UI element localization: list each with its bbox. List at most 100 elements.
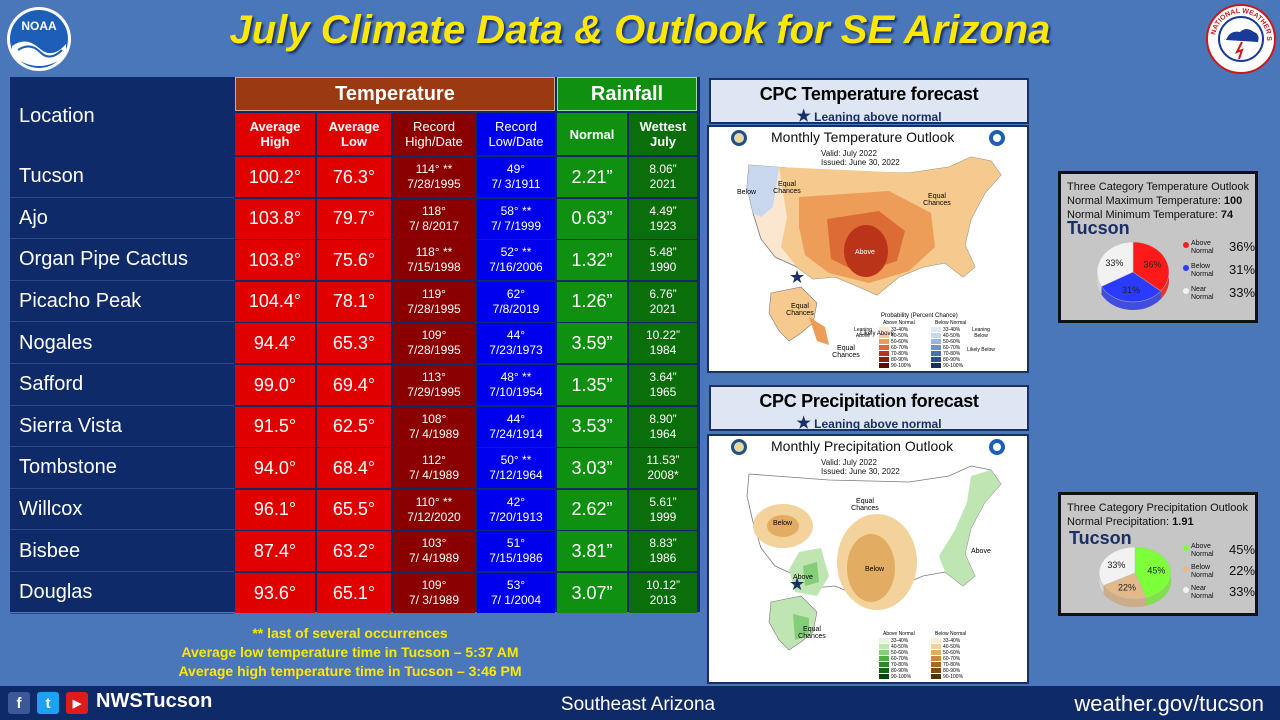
legend-label: Above Normal [1191, 543, 1214, 558]
legend-dot-icon [1183, 587, 1189, 593]
precip-outlook-pie: 45% 22% 33% [1098, 546, 1172, 607]
table-cell-normal: 2.21” [557, 157, 627, 198]
legend-percent: 70-80% [891, 662, 909, 668]
table-cell-avg-low: 62.5° [317, 406, 391, 447]
table-cell-rec-high: 119° 7/28/1995 [393, 281, 475, 322]
youtube-icon[interactable]: ▶ [66, 692, 88, 714]
footer-url[interactable]: weather.gov/tucson [1074, 691, 1264, 716]
table-cell-wettest: 8.83” 1986 [629, 531, 697, 572]
footnote-occurrences: ** last of several occurrences [252, 625, 448, 641]
legend-value: 31% [1229, 262, 1256, 277]
temp-legend-below: Below Normal [935, 320, 967, 326]
table-cell-wettest: 5.48” 1990 [629, 240, 697, 281]
social-handle[interactable]: NWSTucson [96, 690, 213, 712]
rainfall-header: Rainfall [557, 77, 697, 111]
legend-value: 45% [1229, 542, 1256, 557]
legend-percent: 90-100% [943, 363, 964, 369]
nws-logo: NATIONAL WEATHER SERVICE [1203, 0, 1276, 74]
pie-slice-label: 45% [1147, 566, 1165, 576]
table-cell-rec-low: 44° 7/24/1914 [477, 406, 555, 447]
table-cell-wettest: 11.53” 2008* [629, 448, 697, 489]
pie-slice-label: 33% [1105, 258, 1123, 268]
temp-map-label-equal-hawaii: Equal Chances [832, 345, 860, 359]
table-cell-avg-high: 100.2° [235, 157, 315, 198]
temp-legend-above: Above Normal [883, 320, 915, 326]
table-cell-avg-high: 104.4° [235, 281, 315, 322]
temp-outlook-title: Three Category Temperature Outlook [1067, 181, 1249, 193]
temp-legend-leaning: Leaning Above [854, 327, 872, 339]
table-cell-normal: 1.32” [557, 240, 627, 281]
pie-slice-side [1101, 286, 1161, 310]
record-high-header: Record High/Date [393, 113, 475, 155]
page-title: July Climate Data & Outlook for SE Arizo… [229, 8, 1051, 52]
legend-percent: 70-80% [943, 662, 961, 668]
legend-percent: 90-100% [891, 674, 912, 680]
legend-percent: 33-40% [943, 638, 961, 644]
table-cell-rec-high: 110° ** 7/12/2020 [393, 489, 475, 530]
temp-map-dates: Valid: July 2022 Issued: June 30, 2022 [821, 149, 900, 167]
table-cell-normal: 0.63” [557, 198, 627, 239]
table-cell-normal: 1.26” [557, 281, 627, 322]
legend-label: Near Normal [1191, 286, 1214, 301]
precip-map-label-equal-alaska: Equal Chances [798, 626, 826, 640]
legend-dot-icon [1183, 288, 1189, 294]
table-cell-wettest: 8.06” 2021 [629, 157, 697, 198]
twitter-icon[interactable]: t [37, 692, 59, 714]
legend-value: 33% [1229, 584, 1256, 599]
legend-percent: 70-80% [943, 351, 961, 357]
legend-label: Below Normal [1191, 263, 1214, 278]
temp-map-label-equal-east: Equal Chances [923, 193, 951, 207]
temp-forecast-title: CPC Temperature forecast [759, 84, 979, 104]
location-header: Location [19, 104, 95, 127]
table-cell-avg-low: 69.4° [317, 365, 391, 406]
location-name: Sierra Vista [10, 407, 234, 448]
legend-percent: 40-50% [943, 333, 961, 339]
precip-outlook-city: Tucson [1069, 528, 1132, 548]
location-name: Bisbee [10, 531, 234, 572]
temperature-header: Temperature [235, 77, 555, 111]
temp-outlook-min: Normal Minimum Temperature: 74 [1067, 209, 1234, 221]
avg-low-header: Average Low [317, 113, 391, 155]
legend-percent: 50-60% [943, 650, 961, 656]
pie-slice-below-normal [1101, 271, 1162, 303]
footnote: ** last of several occurrences Average l… [120, 624, 580, 681]
table-cell-avg-low: 63.2° [317, 531, 391, 572]
table-cell-normal: 1.35” [557, 365, 627, 406]
facebook-icon[interactable]: f [8, 692, 30, 714]
precip-map-label-above-east: Above [971, 548, 991, 555]
table-cell-rec-low: 53° 7/ 1/2004 [477, 573, 555, 614]
table-cell-rec-high: 109° 7/28/1995 [393, 323, 475, 364]
legend-dot-icon [1183, 265, 1189, 271]
legend-label: Below Normal [1191, 564, 1214, 579]
table-cell-rec-low: 50° ** 7/12/1964 [477, 448, 555, 489]
location-name: Picacho Peak [10, 282, 234, 323]
legend-percent: 60-70% [891, 345, 909, 351]
table-cell-rec-high: 118° 7/ 8/2017 [393, 198, 475, 239]
avg-high-header: Average High [235, 113, 315, 155]
tucson-star-icon: ★ [789, 574, 806, 594]
temp-outlook-pie: 36% 31% 33% [1096, 241, 1170, 310]
record-low-header: Record Low/Date [477, 113, 555, 155]
temp-map-label-above: Above [855, 249, 875, 256]
table-cell-avg-high: 93.6° [235, 573, 315, 614]
normal-rain-header: Normal [557, 113, 627, 155]
table-cell-avg-low: 76.3° [317, 157, 391, 198]
location-name: Willcox [10, 490, 234, 531]
table-cell-rec-low: 42° 7/20/1913 [477, 489, 555, 530]
legend-percent: 80-90% [943, 668, 961, 674]
legend-percent: 80-90% [891, 668, 909, 674]
legend-percent: 50-60% [943, 339, 961, 345]
legend-percent: 50-60% [891, 339, 909, 345]
table-cell-avg-high: 96.1° [235, 489, 315, 530]
temp-legend-likely-below: Likely Below [967, 347, 995, 353]
table-cell-avg-high: 91.5° [235, 406, 315, 447]
legend-percent: 33-40% [891, 327, 909, 333]
star-icon: ★ [796, 108, 811, 125]
legend-percent: 50-60% [891, 650, 909, 656]
location-name: Tucson [10, 157, 234, 198]
table-cell-normal: 2.62” [557, 489, 627, 530]
precip-map-label-equal: Equal Chances [851, 498, 879, 512]
precip-outlook-title: Three Category Precipitation Outlook [1067, 502, 1248, 514]
legend-value: 33% [1229, 285, 1256, 300]
legend-dot-icon [1183, 545, 1189, 551]
